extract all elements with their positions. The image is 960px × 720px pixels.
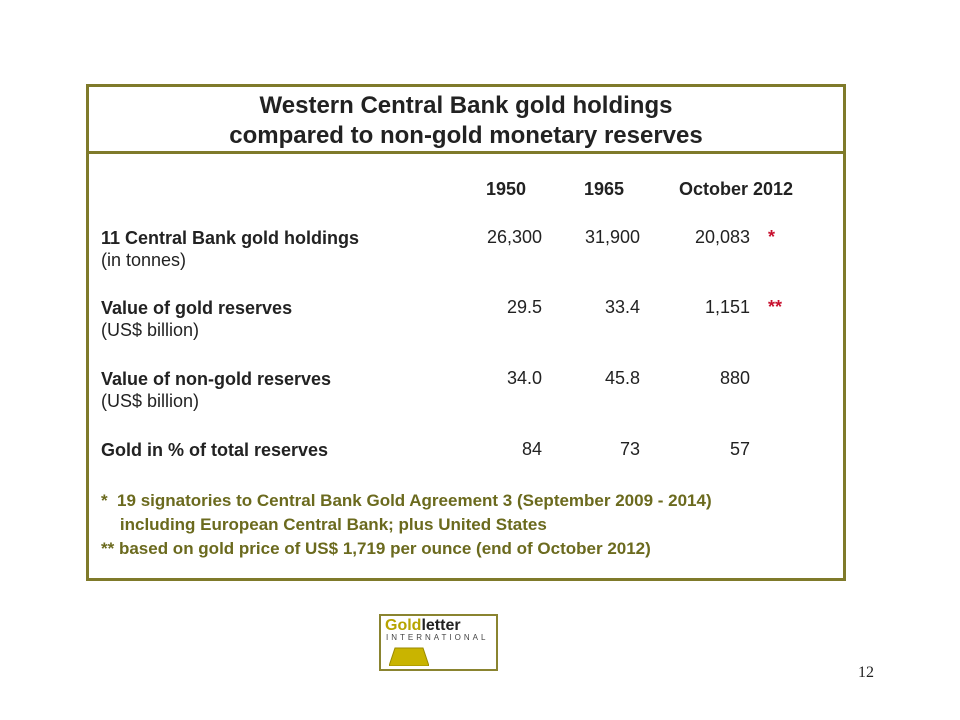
cell-value: 84 xyxy=(521,439,542,459)
column-header-1950: 1950 xyxy=(486,179,527,199)
column-header-october-2012: October 2012 xyxy=(679,179,794,199)
cell-value: 45.8 xyxy=(604,368,640,388)
title-box: Western Central Bank gold holdings compa… xyxy=(89,87,843,154)
row-title: Gold in % of total reserves xyxy=(101,440,329,460)
cell-value: 1,151 xyxy=(704,297,750,317)
logo-letter-text: letter xyxy=(421,617,461,634)
footnote-mark: ** xyxy=(768,297,783,317)
row-subtitle: (US$ billion) xyxy=(101,391,200,411)
table-frame: Western Central Bank gold holdings compa… xyxy=(86,84,846,581)
title-line-1: Western Central Bank gold holdings xyxy=(259,92,673,119)
footnote-2: ** based on gold price of US$ 1,719 per … xyxy=(101,539,651,558)
logo-wordmark: Goldletter xyxy=(385,618,461,634)
row-title: 11 Central Bank gold holdings xyxy=(101,228,360,248)
cell-value: 20,083 xyxy=(694,227,750,247)
cell-value: 73 xyxy=(619,439,640,459)
row-label-gold-percent: Gold in % of total reserves xyxy=(101,439,328,461)
cell-value: 34.0 xyxy=(506,368,542,388)
page-number: 12 xyxy=(858,664,874,681)
column-header-1965: 1965 xyxy=(584,179,625,199)
row-subtitle: (US$ billion) xyxy=(101,320,200,340)
row-subtitle: (in tonnes) xyxy=(101,250,187,270)
footnote-1-continued: including European Central Bank; plus Un… xyxy=(101,515,547,534)
row-title: Value of non-gold reserves xyxy=(101,369,332,389)
cell-value: 26,300 xyxy=(486,227,542,247)
cell-value: 33.4 xyxy=(604,297,640,317)
logo-international-text: INTERNATIONAL xyxy=(386,633,489,642)
row-title: Value of gold reserves xyxy=(101,298,293,318)
cell-value: 880 xyxy=(719,368,750,388)
gold-bar-icon xyxy=(389,647,429,666)
goldletter-logo: Goldletter INTERNATIONAL xyxy=(379,614,498,671)
row-label-gold-value: Value of gold reserves (US$ billion) xyxy=(101,297,292,341)
cell-value: 57 xyxy=(729,439,750,459)
cell-value: 29.5 xyxy=(506,297,542,317)
logo-gold-text: Gold xyxy=(385,617,422,634)
title-line-2: compared to non-gold monetary reserves xyxy=(229,122,703,149)
row-label-non-gold-value: Value of non-gold reserves (US$ billion) xyxy=(101,368,331,412)
footnote-1: * 19 signatories to Central Bank Gold Ag… xyxy=(101,491,712,510)
row-label-gold-holdings: 11 Central Bank gold holdings (in tonnes… xyxy=(101,227,359,271)
footnote-mark: * xyxy=(768,227,776,247)
footnotes: * 19 signatories to Central Bank Gold Ag… xyxy=(101,489,712,561)
cell-value: 31,900 xyxy=(584,227,640,247)
